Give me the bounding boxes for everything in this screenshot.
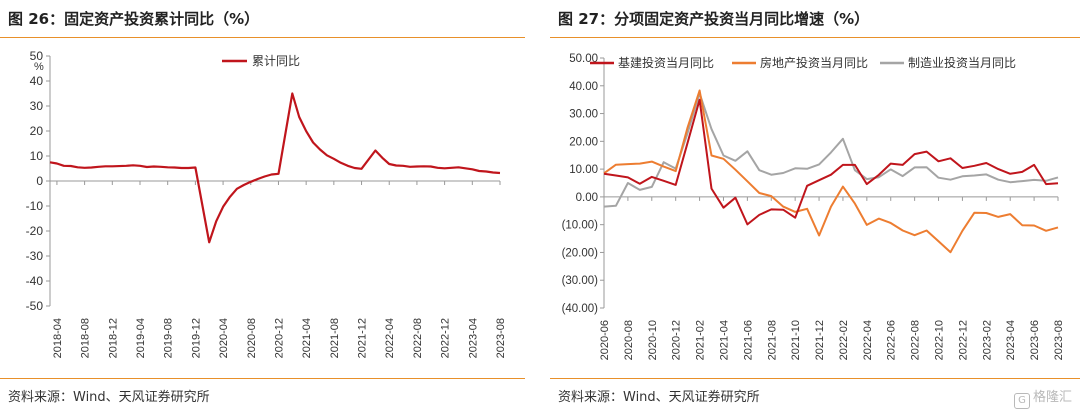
x-tick-label: 2021-04 xyxy=(718,320,730,360)
x-tick-label: 2020-12 xyxy=(273,318,285,358)
x-tick-label: 2022-08 xyxy=(412,318,424,358)
x-tick-label: 2021-08 xyxy=(766,320,778,360)
x-tick-label: 2021-04 xyxy=(301,318,313,358)
x-tick-label: 2022-04 xyxy=(384,318,396,358)
x-tick-label: 2023-04 xyxy=(1005,320,1017,360)
y-tick-label: 20 xyxy=(30,124,44,138)
x-tick-label: 2020-12 xyxy=(671,320,683,360)
y-tick-label: 0 xyxy=(36,174,43,188)
y-tick-label: 10.00 xyxy=(569,164,598,176)
right-chart-panel: 图 27：分项固定资产投资当月同比增速（%） (40.00) (30.00) (20… xyxy=(550,0,1080,412)
legend-label: 制造业投资当月同比 xyxy=(908,55,1016,70)
left-chart-panel: 图 26：固定资产投资累计同比（%） -50 -40 -30 -20 -10 0 10 20 3… xyxy=(0,0,525,412)
y-tick-label: 40 xyxy=(30,74,44,88)
segment-monthly-yoy-line-chart: (40.00) (30.00) (20.00) (10.00) 0.00 10.00 20.… xyxy=(562,53,1065,360)
x-tick-label: 2021-02 xyxy=(695,320,707,360)
x-tick-label: 2022-06 xyxy=(886,320,898,360)
title-divider xyxy=(0,37,525,38)
x-tick-label: 2022-08 xyxy=(910,320,922,360)
x-tick-label: 2020-08 xyxy=(623,320,635,360)
legend-label: 累计同比 xyxy=(252,54,300,68)
x-tick-label: 2019-08 xyxy=(163,318,175,358)
x-tick-label: 2019-04 xyxy=(135,318,147,358)
x-tick-label: 2021-08 xyxy=(329,318,341,358)
y-tick-label: (30.00) xyxy=(562,275,599,287)
y-tick-label: -10 xyxy=(26,199,44,213)
x-tick-label: 2020-10 xyxy=(647,320,659,360)
series-line xyxy=(49,92,501,244)
y-tick-label: 10 xyxy=(30,149,44,163)
x-tick-label: 2021-12 xyxy=(357,318,369,358)
cumulative-yoy-line-chart: -50 -40 -30 -20 -10 0 10 20 30 40 50% 2018-04 2018-0… xyxy=(26,49,507,358)
chart-title: 图 26：固定资产投资累计同比（%） xyxy=(8,10,260,28)
series-line xyxy=(603,89,1059,254)
series-line xyxy=(603,92,1059,208)
watermark: G 格隆汇 xyxy=(1013,386,1072,409)
x-tick-label: 2022-10 xyxy=(934,320,946,360)
x-tick-label: 2022-12 xyxy=(440,318,452,358)
x-tick-label: 2022-02 xyxy=(838,320,850,360)
y-tick-label: -50 xyxy=(26,299,44,313)
x-tick-label: 2023-04 xyxy=(467,318,479,358)
title-divider xyxy=(550,37,1080,38)
x-tick-label: 2022-12 xyxy=(957,320,969,360)
x-tick-label: 2020-04 xyxy=(218,318,230,358)
source-note: 资料来源：Wind、天风证券研究所 xyxy=(8,390,210,405)
x-tick-label: 2018-08 xyxy=(80,318,92,358)
y-tick-label: 50 xyxy=(30,49,44,63)
y-axis-unit: % xyxy=(34,61,44,73)
y-tick-label: -40 xyxy=(26,274,44,288)
x-tick-label: 2020-06 xyxy=(599,320,611,360)
y-tick-label: (10.00) xyxy=(562,220,599,232)
x-tick-label: 2018-04 xyxy=(52,318,64,358)
watermark-text: 格隆汇 xyxy=(1032,390,1072,405)
x-tick-label: 2023-02 xyxy=(981,320,993,360)
y-tick-label: -30 xyxy=(26,249,44,263)
y-tick-label: 30 xyxy=(30,99,44,113)
y-tick-label: 30.00 xyxy=(569,109,598,121)
y-tick-label: 20.00 xyxy=(569,136,598,148)
x-tick-label: 2023-08 xyxy=(495,318,507,358)
y-tick-label: 40.00 xyxy=(569,81,598,93)
x-tick-label: 2018-12 xyxy=(107,318,119,358)
y-tick-label: -20 xyxy=(26,224,44,238)
legend-label: 基建投资当月同比 xyxy=(618,55,714,70)
x-tick-label: 2020-08 xyxy=(246,318,258,358)
x-tick-label: 2019-12 xyxy=(190,318,202,358)
x-tick-label: 2023-06 xyxy=(1029,320,1041,360)
x-tick-label: 2021-12 xyxy=(814,320,826,360)
chart-title: 图 27：分项固定资产投资当月同比增速（%） xyxy=(558,10,870,28)
watermark-logo-icon: G xyxy=(1013,393,1030,409)
legend-label: 房地产投资当月同比 xyxy=(760,55,868,70)
x-tick-label: 2021-10 xyxy=(790,320,802,360)
x-tick-label: 2021-06 xyxy=(742,320,754,360)
series-line xyxy=(603,98,1059,226)
x-tick-label: 2022-04 xyxy=(862,320,874,360)
source-divider xyxy=(550,378,1080,379)
y-tick-label: (40.00) xyxy=(562,303,599,315)
y-tick-label: 0.00 xyxy=(576,192,598,204)
source-divider xyxy=(0,378,525,379)
source-note: 资料来源：Wind、天风证券研究所 xyxy=(558,390,760,405)
x-tick-label: 2023-08 xyxy=(1053,320,1065,360)
y-tick-label: (20.00) xyxy=(562,247,599,259)
